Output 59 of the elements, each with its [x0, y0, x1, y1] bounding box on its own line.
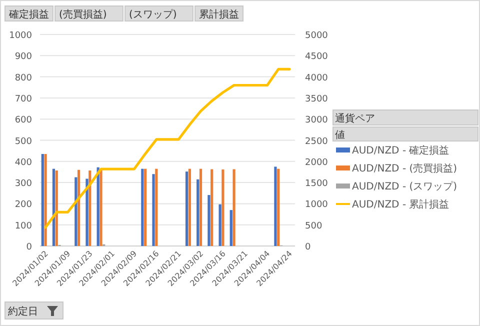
y-tick-label: 1000	[9, 31, 32, 41]
y2-tick-label: 2000	[305, 158, 328, 168]
y-tick-label: 600	[14, 116, 32, 126]
legend-label: AUD/NZD - (売買損益)	[352, 162, 458, 174]
bar	[88, 170, 92, 246]
bar	[152, 174, 155, 246]
y-tick-label: 300	[14, 179, 32, 190]
y-tick-label: 100	[14, 221, 32, 232]
text: 確定損益	[8, 8, 49, 20]
bar	[44, 154, 47, 246]
legend-title: 通貨ペア	[335, 112, 375, 124]
bar	[230, 210, 232, 246]
y2-tick-label: 2500	[305, 136, 328, 147]
bar	[55, 170, 58, 246]
bar	[222, 169, 224, 246]
bar	[185, 172, 188, 246]
y2-tick-label: 4000	[305, 73, 328, 84]
y2-tick-label: 3500	[305, 94, 328, 104]
bar	[100, 168, 102, 246]
bar	[277, 168, 280, 246]
text: 値	[335, 129, 345, 141]
y-tick-label: 0	[26, 242, 32, 252]
y-tick-label: 700	[14, 94, 32, 104]
text: (売買損益)	[59, 8, 107, 20]
bar	[155, 168, 158, 246]
bar	[52, 168, 56, 246]
y-tick-label: 400	[14, 158, 32, 168]
y-tick-label: 200	[14, 200, 32, 210]
bar	[210, 169, 214, 246]
y2-tick-label: 0	[305, 242, 311, 252]
bar	[144, 168, 147, 246]
bar	[86, 178, 88, 246]
bar	[199, 168, 202, 246]
y2-tick-label: 1000	[305, 200, 328, 210]
bar	[41, 154, 44, 246]
y2-tick-label: 3000	[305, 116, 328, 126]
legend-label: AUD/NZD - 累計損益	[352, 198, 450, 210]
bar	[188, 168, 191, 246]
y-tick-label: 900	[14, 52, 32, 62]
legend-label: AUD/NZD - (スワップ)	[352, 180, 458, 192]
y2-tick-label: 500	[305, 221, 322, 232]
bar	[74, 177, 78, 246]
bar	[78, 170, 80, 246]
y2-tick-label: 1500	[305, 179, 328, 190]
bar	[141, 168, 144, 246]
x-axis-title: 約定日	[8, 306, 38, 318]
bar	[232, 169, 236, 246]
y2-tick-label: 5000	[305, 31, 328, 41]
y-tick-label: 500	[14, 136, 32, 147]
bar	[274, 166, 277, 246]
bar	[218, 204, 222, 246]
legend-label: AUD/NZD - 確定損益	[352, 144, 450, 156]
text: (スワップ)	[129, 8, 177, 20]
y-tick-label: 800	[14, 73, 32, 84]
bar	[96, 167, 100, 246]
bar	[196, 179, 200, 246]
text: 累計損益	[199, 8, 239, 20]
bar	[208, 195, 210, 246]
y2-tick-label: 4500	[305, 52, 328, 62]
